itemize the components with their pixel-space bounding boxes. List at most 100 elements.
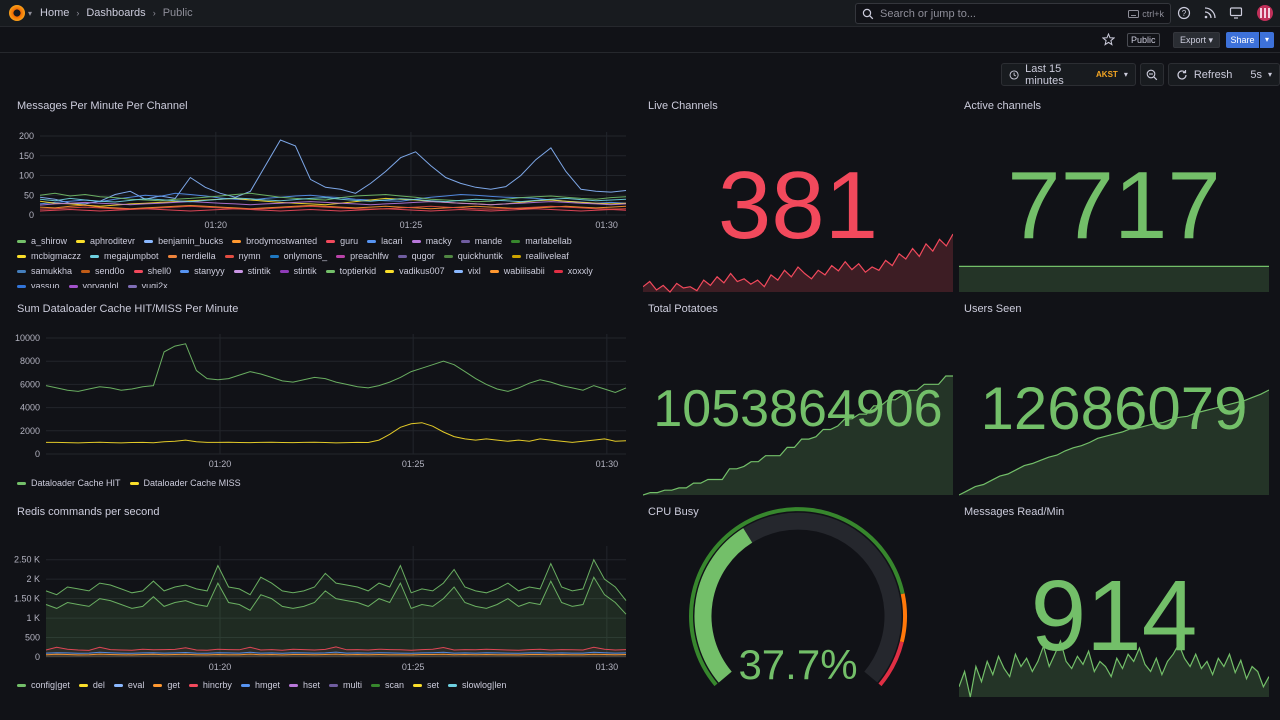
legend-swatch bbox=[127, 284, 137, 288]
panel-title[interactable]: Users Seen bbox=[964, 303, 1022, 315]
legend-item[interactable]: get bbox=[153, 678, 180, 692]
legend-swatch bbox=[511, 254, 521, 258]
users-seen-sparkline bbox=[959, 389, 1269, 496]
panel-title[interactable]: Total Potatoes bbox=[648, 303, 718, 315]
legend-item[interactable]: mcbigmaczz bbox=[17, 251, 81, 261]
legend-item[interactable]: vadikus007 bbox=[385, 266, 445, 276]
legend-item[interactable]: macky bbox=[411, 236, 452, 246]
export-button[interactable]: Export ▾ bbox=[1173, 32, 1221, 48]
legend-item[interactable]: lacari bbox=[367, 236, 403, 246]
panel-title[interactable]: Live Channels bbox=[648, 100, 718, 112]
legend-item[interactable]: slowlog|len bbox=[448, 678, 506, 692]
legend-item[interactable]: nerdiella bbox=[167, 251, 216, 261]
sparkline-line bbox=[959, 389, 1269, 496]
legend-item[interactable]: vixl bbox=[453, 266, 481, 276]
legend-item[interactable]: qugor bbox=[397, 251, 435, 261]
legend-label: toptierkid bbox=[339, 266, 377, 276]
legend-item[interactable]: hmget bbox=[240, 678, 280, 692]
star-icon[interactable] bbox=[1102, 33, 1115, 46]
legend-item[interactable]: wabiiisabii bbox=[489, 266, 545, 276]
legend-item[interactable]: Dataloader Cache MISS bbox=[129, 476, 241, 490]
legend-swatch bbox=[269, 254, 279, 258]
legend-item[interactable]: xoxxly bbox=[553, 266, 593, 276]
live-channels-sparkline bbox=[643, 233, 953, 293]
legend-item[interactable]: marlabellab bbox=[511, 236, 572, 246]
legend-item[interactable]: multi bbox=[328, 678, 362, 692]
legend-item[interactable]: eval bbox=[113, 678, 144, 692]
series-line bbox=[45, 651, 627, 654]
legend-item[interactable]: onlymons_ bbox=[269, 251, 327, 261]
panel-title[interactable]: Messages Read/Min bbox=[964, 506, 1065, 518]
legend-item[interactable]: preachlfw bbox=[336, 251, 389, 261]
legend-item[interactable]: megajumpbot bbox=[90, 251, 159, 261]
legend-label: yoryanlol bbox=[82, 281, 119, 288]
legend-item[interactable]: mande bbox=[460, 236, 502, 246]
legend-swatch bbox=[78, 683, 88, 687]
legend-item[interactable]: aphroditevr bbox=[76, 236, 135, 246]
legend-item[interactable]: config|get bbox=[17, 678, 70, 692]
legend-item[interactable]: hincrby bbox=[188, 678, 232, 692]
help-icon[interactable]: ? bbox=[1177, 6, 1191, 20]
legend-item[interactable]: brodymostwanted bbox=[232, 236, 317, 246]
search-input[interactable]: Search or jump to... ctrl+k bbox=[855, 3, 1171, 24]
panel-total-potatoes: Total Potatoes 1053864906 bbox=[643, 303, 953, 496]
legend-item[interactable]: set bbox=[413, 678, 439, 692]
breadcrumb-dashboards[interactable]: Dashboards bbox=[86, 7, 146, 19]
legend-item[interactable]: nymn bbox=[224, 251, 261, 261]
y-tick-label: 50 bbox=[24, 190, 34, 200]
legend-item[interactable]: scan bbox=[370, 678, 404, 692]
legend-label: a_shirow bbox=[31, 236, 68, 246]
share-button[interactable]: Share bbox=[1226, 32, 1259, 48]
grafana-logo-icon[interactable] bbox=[9, 5, 25, 21]
refresh-picker[interactable]: Refresh 5s ▾ bbox=[1167, 63, 1280, 86]
time-controls: Last 15 minutes AKST ▾ Refresh 5s ▾ bbox=[1001, 62, 1280, 87]
time-range-picker[interactable]: Last 15 minutes AKST ▾ bbox=[1001, 62, 1136, 87]
legend-item[interactable]: stintik bbox=[279, 266, 317, 276]
zoom-out-button[interactable] bbox=[1139, 63, 1164, 86]
legend-item[interactable]: a_shirow bbox=[17, 236, 67, 246]
panel-title[interactable]: Messages Per Minute Per Channel bbox=[17, 100, 188, 112]
panel-users-seen: Users Seen 12686079 bbox=[959, 303, 1269, 496]
chevron-down-icon[interactable]: ▾ bbox=[28, 8, 33, 18]
legend-label: stintik bbox=[247, 266, 271, 276]
legend-item[interactable]: guru bbox=[326, 236, 358, 246]
legend-item[interactable]: stanyyy bbox=[180, 266, 225, 276]
legend-label: send0o bbox=[95, 266, 125, 276]
avatar[interactable] bbox=[1257, 5, 1273, 21]
panel-title[interactable]: CPU Busy bbox=[648, 506, 699, 518]
legend-item[interactable]: hset bbox=[288, 678, 320, 692]
x-tick-label: 01:30 bbox=[595, 220, 618, 230]
y-tick-label: 10000 bbox=[15, 333, 40, 343]
panel-title[interactable]: Sum Dataloader Cache HIT/MISS Per Minute bbox=[17, 303, 239, 315]
legend-item[interactable]: del bbox=[78, 678, 105, 692]
legend-item[interactable]: yugi2x bbox=[127, 281, 168, 288]
active-channels-sparkline bbox=[959, 265, 1269, 292]
chevron-down-icon: ▾ bbox=[1208, 35, 1214, 45]
series-line bbox=[39, 197, 627, 203]
panel-title[interactable]: Active channels bbox=[964, 100, 1042, 112]
legend-item[interactable]: quickhuntik bbox=[443, 251, 503, 261]
legend-item[interactable]: send0o bbox=[81, 266, 125, 276]
legend-item[interactable]: yassuo bbox=[17, 281, 60, 288]
legend-item[interactable]: samukkha bbox=[17, 266, 72, 276]
timezone-label: AKST bbox=[1096, 70, 1118, 79]
legend-swatch bbox=[144, 239, 154, 243]
time-range-label: Last 15 minutes bbox=[1025, 62, 1064, 87]
refresh-label: Refresh bbox=[1193, 68, 1233, 81]
legend-item[interactable]: stintik bbox=[233, 266, 271, 276]
share-dropdown-button[interactable]: ▾ bbox=[1260, 32, 1274, 48]
legend-item[interactable]: shell0 bbox=[133, 266, 171, 276]
panel-title[interactable]: Redis commands per second bbox=[17, 506, 160, 518]
monitor-icon[interactable] bbox=[1229, 6, 1243, 20]
legend-label: lacari bbox=[381, 236, 403, 246]
legend-item[interactable]: benjamin_bucks bbox=[144, 236, 223, 246]
legend-item[interactable]: toptierkid bbox=[325, 266, 377, 276]
legend-swatch bbox=[288, 683, 298, 687]
legend-item[interactable]: Dataloader Cache HIT bbox=[17, 476, 121, 490]
legend-item[interactable]: yoryanlol bbox=[68, 281, 119, 288]
legend-item[interactable]: realliveleaf bbox=[511, 251, 569, 261]
legend-label: vixl bbox=[467, 266, 481, 276]
legend-label: brodymostwanted bbox=[246, 236, 318, 246]
breadcrumb-home[interactable]: Home bbox=[40, 7, 70, 19]
news-feed-icon[interactable] bbox=[1203, 6, 1217, 20]
